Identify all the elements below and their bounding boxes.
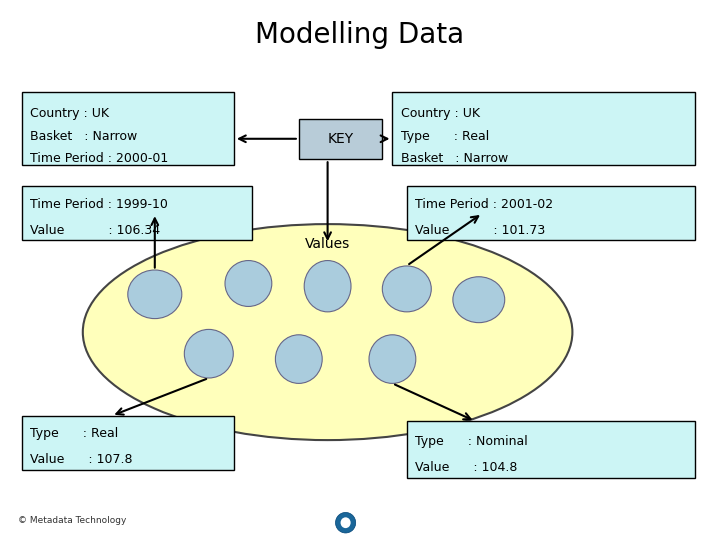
Text: Basket   : Narrow: Basket : Narrow (401, 152, 508, 165)
Text: Time Period : 2001-02: Time Period : 2001-02 (415, 198, 554, 211)
Ellipse shape (453, 276, 505, 322)
Ellipse shape (184, 329, 233, 378)
FancyBboxPatch shape (22, 186, 252, 240)
Ellipse shape (225, 260, 271, 306)
Text: Value           : 106.34: Value : 106.34 (30, 224, 161, 237)
Text: Modelling Data: Modelling Data (256, 21, 464, 49)
FancyBboxPatch shape (22, 92, 234, 165)
FancyBboxPatch shape (22, 416, 234, 470)
Text: Time Period : 2000-01: Time Period : 2000-01 (30, 152, 168, 165)
Text: Time Period : 1999-10: Time Period : 1999-10 (30, 198, 168, 211)
Text: Value      : 104.8: Value : 104.8 (415, 461, 518, 474)
Text: Type      : Nominal: Type : Nominal (415, 435, 528, 448)
Ellipse shape (369, 335, 416, 383)
Text: Country : UK: Country : UK (401, 107, 480, 120)
Ellipse shape (305, 261, 351, 312)
FancyBboxPatch shape (407, 186, 695, 240)
Text: Values: Values (305, 237, 350, 251)
Ellipse shape (83, 224, 572, 440)
Text: Basket   : Narrow: Basket : Narrow (30, 130, 138, 143)
FancyBboxPatch shape (392, 92, 695, 165)
Ellipse shape (128, 270, 181, 319)
Text: KEY: KEY (328, 132, 354, 146)
Ellipse shape (341, 517, 351, 528)
Ellipse shape (336, 512, 356, 533)
Ellipse shape (382, 266, 431, 312)
Text: Value      : 107.8: Value : 107.8 (30, 453, 132, 466)
FancyBboxPatch shape (407, 421, 695, 478)
Text: Type      : Real: Type : Real (401, 130, 490, 143)
Text: Type      : Real: Type : Real (30, 427, 119, 440)
Text: Country : UK: Country : UK (30, 107, 109, 120)
Text: © Metadata Technology: © Metadata Technology (18, 516, 127, 525)
FancyBboxPatch shape (299, 119, 382, 159)
Text: Value           : 101.73: Value : 101.73 (415, 224, 546, 237)
Ellipse shape (276, 335, 323, 383)
